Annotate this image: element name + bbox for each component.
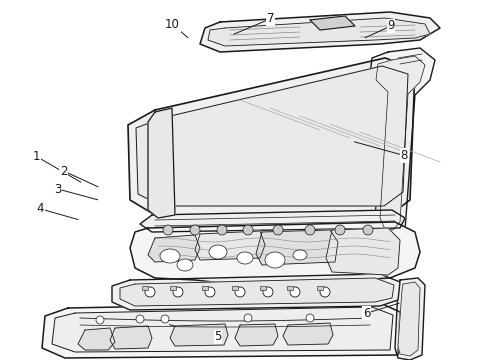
Circle shape [305,225,315,235]
Polygon shape [128,58,415,215]
Text: 1: 1 [33,150,41,163]
Polygon shape [195,231,265,260]
Text: 9: 9 [387,19,395,32]
Ellipse shape [177,259,193,271]
Polygon shape [376,56,425,230]
Bar [232,286,238,290]
Text: 3: 3 [54,183,62,195]
Circle shape [190,225,200,235]
Ellipse shape [209,245,227,259]
Polygon shape [170,324,228,346]
Polygon shape [395,278,425,360]
Circle shape [136,315,144,323]
Circle shape [235,287,245,297]
Polygon shape [283,323,333,345]
Circle shape [263,287,273,297]
Circle shape [163,225,173,235]
Circle shape [96,316,104,324]
Polygon shape [42,302,400,358]
Text: 2: 2 [60,165,68,177]
Text: 4: 4 [36,202,44,215]
Circle shape [320,287,330,297]
Polygon shape [120,278,394,306]
Polygon shape [140,210,405,232]
Polygon shape [370,48,435,240]
Polygon shape [200,12,440,52]
Bar [142,286,148,290]
Polygon shape [148,108,175,218]
Circle shape [273,225,283,235]
Polygon shape [110,326,152,349]
Circle shape [161,315,169,323]
Ellipse shape [293,250,307,260]
Bar [317,286,323,290]
Circle shape [217,225,227,235]
Bar [287,286,293,290]
Polygon shape [148,235,200,262]
Polygon shape [398,282,420,356]
Circle shape [145,287,155,297]
Circle shape [173,287,183,297]
Polygon shape [52,307,393,352]
Circle shape [306,314,314,322]
Circle shape [205,287,215,297]
Circle shape [244,314,252,322]
Text: 8: 8 [400,149,408,162]
Polygon shape [112,274,400,310]
Ellipse shape [160,249,180,263]
Polygon shape [310,16,355,30]
Text: 6: 6 [363,307,370,320]
Polygon shape [78,328,115,350]
Bar [170,286,176,290]
Polygon shape [256,230,338,265]
Text: 7: 7 [267,12,274,25]
Polygon shape [136,66,408,206]
Text: 10: 10 [165,18,180,31]
Circle shape [363,225,373,235]
Bar [260,286,266,290]
Ellipse shape [237,252,253,264]
Polygon shape [130,222,420,295]
Polygon shape [235,324,278,346]
Circle shape [290,287,300,297]
Bar [202,286,208,290]
Polygon shape [326,228,400,275]
Circle shape [243,225,253,235]
Text: 5: 5 [214,330,222,343]
Polygon shape [208,18,430,46]
Circle shape [335,225,345,235]
Ellipse shape [265,252,285,268]
